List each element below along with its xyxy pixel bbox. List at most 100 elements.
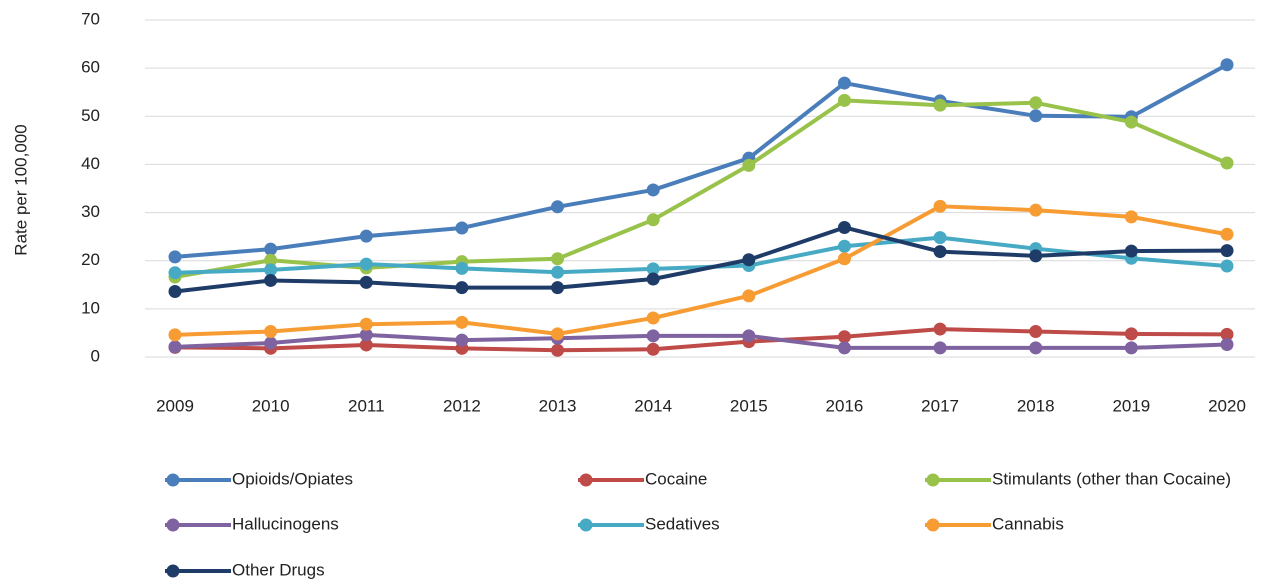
y-tick-label: 50 (81, 106, 100, 125)
data-point (264, 253, 278, 267)
data-point (455, 315, 469, 329)
data-point (933, 341, 947, 355)
x-tick-label: 2013 (539, 396, 577, 415)
data-point (551, 200, 565, 214)
data-point (359, 229, 373, 243)
y-tick-label: 70 (81, 9, 100, 28)
data-point (359, 317, 373, 331)
data-point (359, 257, 373, 271)
legend-marker (166, 473, 180, 487)
legend-marker (579, 473, 593, 487)
legend-marker (926, 473, 940, 487)
data-point (933, 98, 947, 112)
data-point (646, 272, 660, 286)
data-point (1029, 109, 1043, 123)
data-point (455, 281, 469, 295)
data-point (646, 329, 660, 343)
data-point (742, 329, 756, 343)
y-tick-label: 30 (81, 202, 100, 221)
data-point (933, 322, 947, 336)
legend-label: Other Drugs (232, 560, 325, 579)
data-point (1220, 259, 1234, 273)
data-point (646, 213, 660, 227)
x-tick-label: 2012 (443, 396, 481, 415)
data-point (1220, 156, 1234, 170)
y-tick-label: 60 (81, 58, 100, 77)
data-point (933, 245, 947, 259)
data-point (837, 252, 851, 266)
data-point (837, 220, 851, 234)
data-point (264, 336, 278, 350)
data-point (933, 231, 947, 245)
data-point (1124, 115, 1138, 129)
data-point (646, 342, 660, 356)
data-point (264, 324, 278, 338)
x-tick-label: 2018 (1017, 396, 1055, 415)
legend-marker (166, 564, 180, 578)
legend-label: Cocaine (645, 469, 707, 488)
series-line (174, 327, 1228, 353)
data-point (551, 281, 565, 295)
y-tick-label: 40 (81, 154, 100, 173)
x-tick-label: 2017 (921, 396, 959, 415)
data-point (359, 328, 373, 342)
data-point (1220, 227, 1234, 241)
data-point (837, 93, 851, 107)
data-point (933, 199, 947, 213)
data-point (646, 262, 660, 276)
x-tick-label: 2014 (634, 396, 672, 415)
data-point (551, 252, 565, 266)
x-tick-label: 2020 (1208, 396, 1246, 415)
data-point (837, 76, 851, 90)
data-point (1220, 327, 1234, 341)
legend-label: Cannabis (992, 514, 1064, 533)
x-tick-label: 2011 (348, 396, 385, 415)
data-point (264, 263, 278, 277)
legend-marker (166, 518, 180, 532)
data-point (1124, 244, 1138, 258)
data-point (837, 341, 851, 355)
data-point (455, 261, 469, 275)
data-point (359, 338, 373, 352)
data-point (1029, 324, 1043, 338)
data-point (264, 273, 278, 287)
data-point (1220, 58, 1234, 72)
series-line (174, 332, 1228, 350)
data-point (837, 239, 851, 253)
data-point (455, 333, 469, 347)
data-point (1029, 96, 1043, 110)
data-point (168, 250, 182, 264)
data-point (168, 266, 182, 280)
legend-label: Hallucinogens (232, 514, 339, 533)
data-point (1029, 249, 1043, 263)
data-point (168, 285, 182, 299)
y-tick-label: 10 (81, 298, 100, 317)
data-point (742, 253, 756, 267)
x-tick-label: 2010 (252, 396, 290, 415)
data-point (646, 183, 660, 197)
data-point (551, 327, 565, 341)
x-tick-label: 2015 (730, 396, 768, 415)
series-line (174, 63, 1228, 259)
y-axis-label: Rate per 100,000 (11, 124, 30, 255)
series-line (174, 225, 1228, 294)
series-line (174, 235, 1228, 275)
data-point (455, 221, 469, 235)
data-point (1124, 327, 1138, 341)
legend-marker (579, 518, 593, 532)
data-point (359, 275, 373, 289)
data-point (168, 340, 182, 354)
data-point (551, 265, 565, 279)
data-point (742, 158, 756, 172)
data-point (168, 328, 182, 342)
data-point (264, 242, 278, 256)
x-tick-label: 2019 (1112, 396, 1150, 415)
data-point (1029, 203, 1043, 217)
y-tick-label: 20 (81, 250, 100, 269)
data-point (1029, 341, 1043, 355)
y-tick-label: 0 (91, 346, 100, 365)
legend-label: Opioids/Opiates (232, 469, 353, 488)
data-point (837, 330, 851, 344)
data-point (742, 289, 756, 303)
